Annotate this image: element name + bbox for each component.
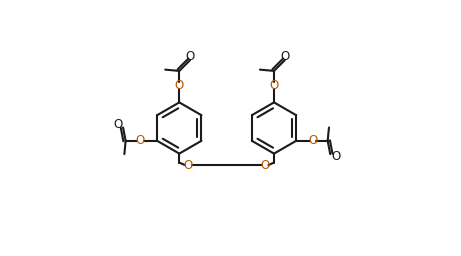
Text: O: O: [331, 150, 341, 163]
Text: O: O: [260, 159, 270, 172]
Text: O: O: [308, 134, 318, 147]
Text: O: O: [186, 50, 195, 63]
Text: O: O: [280, 50, 290, 63]
Text: O: O: [175, 79, 184, 92]
Text: O: O: [113, 119, 123, 131]
Text: O: O: [136, 134, 145, 147]
Text: O: O: [269, 79, 278, 92]
Text: O: O: [183, 159, 193, 172]
